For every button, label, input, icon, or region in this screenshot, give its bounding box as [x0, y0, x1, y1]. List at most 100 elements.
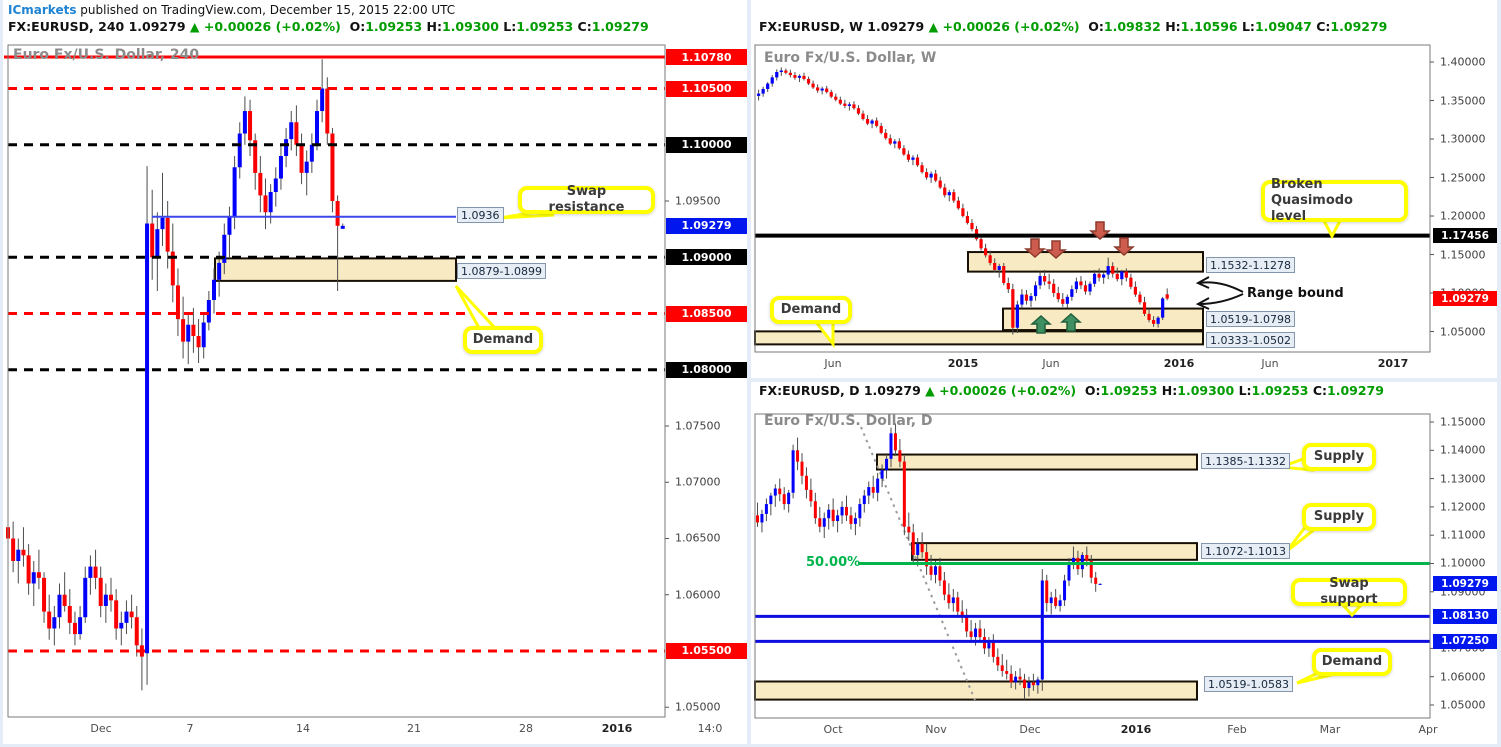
time-axis-label[interactable]: Feb — [1227, 723, 1247, 736]
candle-body — [1098, 583, 1102, 585]
callout-supply[interactable]: Supply — [1302, 443, 1376, 471]
candle-body — [818, 518, 822, 527]
time-axis-label[interactable]: 2017 — [1377, 357, 1409, 370]
price-badge-1.08500[interactable]: 1.08500 — [666, 305, 747, 322]
price-tick: 1.12000 — [1440, 500, 1486, 514]
time-axis-label[interactable]: 2015 — [947, 357, 979, 370]
time-axis-label[interactable]: 2016 — [1120, 723, 1152, 736]
callout-swap-resistance[interactable]: Swap resistance — [518, 184, 655, 215]
header-high-key: H: — [1165, 19, 1181, 34]
callout-demand[interactable]: Demand — [463, 326, 543, 354]
publisher-name[interactable]: ICmarkets — [8, 3, 77, 17]
sell-arrow-icon[interactable] — [1089, 221, 1111, 241]
candle-body — [1036, 679, 1040, 686]
time-axis-label[interactable]: Jun — [1042, 357, 1060, 370]
weekly-supply-zone[interactable] — [967, 251, 1204, 273]
candle-body — [806, 78, 811, 84]
time-axis-label[interactable]: 14:0 — [697, 722, 723, 735]
time-axis-label[interactable]: Jun — [1261, 357, 1279, 370]
price-badge-1.09279[interactable]: 1.09279 — [1433, 576, 1497, 592]
candle-body — [289, 122, 294, 140]
time-axis-label[interactable]: Dec — [90, 722, 112, 735]
buy-arrow-icon[interactable] — [1030, 314, 1052, 334]
daily-demand-zone[interactable] — [754, 680, 1198, 701]
zone-price-label[interactable]: 1.1072-1.1013 — [1201, 543, 1290, 559]
price-badge-1.09000[interactable]: 1.09000 — [666, 249, 747, 266]
price-badge-1.10500[interactable]: 1.10500 — [666, 80, 747, 97]
callout-swap-support[interactable]: Swap support — [1291, 576, 1407, 607]
sell-arrow-icon[interactable] — [1045, 240, 1067, 260]
candle-body — [853, 518, 857, 524]
price-badge-1.08130[interactable]: 1.08130 — [1433, 608, 1497, 624]
zone-price-label[interactable]: 1.1532-1.1278 — [1206, 257, 1295, 273]
time-axis-label[interactable]: Jun — [824, 357, 842, 370]
header-open-key: O: — [1084, 383, 1101, 398]
candle-body — [979, 239, 983, 249]
time-axis-label[interactable]: Mar — [1319, 723, 1341, 736]
buy-arrow-icon[interactable] — [1060, 312, 1082, 332]
candle-body — [925, 552, 929, 567]
price-badge-1.17456[interactable]: 1.17456 — [1433, 228, 1497, 244]
candle-body — [993, 262, 997, 270]
price-badge-1.09279[interactable]: 1.09279 — [666, 217, 747, 234]
header-change: ▲ +0.00026 (+0.02%) — [925, 383, 1077, 398]
candle-body — [1165, 294, 1169, 299]
price-badge-1.08000[interactable]: 1.08000 — [666, 361, 747, 378]
header-close-key: C: — [1312, 383, 1328, 398]
candle-body — [232, 167, 237, 217]
weekly-demand-zone[interactable] — [1002, 307, 1204, 332]
callout-demand[interactable]: Demand — [1312, 648, 1392, 676]
sell-arrow-icon[interactable] — [1024, 238, 1046, 259]
time-axis-label[interactable]: 21 — [407, 722, 421, 735]
header-close-key: C: — [1316, 19, 1331, 34]
price-badge-1.07250[interactable]: 1.07250 — [1433, 633, 1497, 649]
candle-body — [938, 566, 942, 581]
candle-body — [1006, 283, 1010, 290]
candle-body — [1111, 266, 1115, 274]
daily-supply-zone-1[interactable] — [876, 453, 1198, 471]
zone-price-label[interactable]: 1.0936 — [457, 207, 504, 223]
sp — [1387, 19, 1391, 34]
symbol-header-daily: FX:EURUSD, D 1.09279 ▲ +0.00026 (+0.02%)… — [759, 383, 1388, 398]
weekly-lower-demand-zone[interactable] — [754, 330, 1204, 346]
candle-body — [222, 234, 227, 263]
candle-body — [1102, 274, 1106, 278]
callout-broken-quasimodo-level[interactable]: Broken Quasimodo level — [1261, 177, 1408, 224]
candle-body — [155, 229, 160, 258]
chart-watermark-w: Euro Fx/U.S. Dollar, W — [764, 50, 937, 66]
zone-price-label[interactable]: 1.1385-1.1332 — [1201, 453, 1290, 469]
daily-supply-zone-2[interactable] — [911, 542, 1198, 561]
price-badge-1.10000[interactable]: 1.10000 — [666, 136, 747, 153]
time-axis-label[interactable]: Apr — [1418, 723, 1438, 736]
header-close-value: 1.09279 — [1330, 19, 1388, 34]
time-axis-label[interactable]: 28 — [519, 722, 533, 735]
candle-body — [1047, 281, 1051, 284]
candle-body — [934, 173, 938, 181]
zone-price-label[interactable]: 1.0333-1.0502 — [1206, 332, 1295, 348]
price-badge-1.09279[interactable]: 1.09279 — [1433, 291, 1497, 307]
header-last-price: 1.09279 — [863, 383, 921, 398]
demand-zone-240[interactable] — [214, 257, 457, 282]
candle-body — [1011, 289, 1015, 328]
time-axis-label[interactable]: Oct — [823, 723, 843, 736]
callout-demand[interactable]: Demand — [770, 296, 852, 324]
sell-arrow-icon[interactable] — [1113, 237, 1135, 257]
price-badge-1.05500[interactable]: 1.05500 — [666, 642, 747, 659]
candle-body — [893, 141, 897, 144]
zone-price-label[interactable]: 1.0879-1.0899 — [457, 263, 546, 279]
candle-body — [1156, 317, 1160, 324]
time-axis-label[interactable]: 2016 — [1163, 357, 1195, 370]
price-badge-1.10780[interactable]: 1.10780 — [666, 49, 747, 66]
callout-supply[interactable]: Supply — [1302, 503, 1376, 531]
candle-body — [1045, 580, 1049, 604]
zone-price-label[interactable]: 1.0519-1.0583 — [1204, 676, 1293, 692]
zone-price-label[interactable]: 1.0519-1.0798 — [1206, 311, 1295, 327]
time-axis-label[interactable]: Nov — [925, 723, 947, 736]
range-bound-label: Range bound — [1247, 286, 1344, 301]
time-axis-label[interactable]: 2016 — [601, 722, 633, 735]
candle-body — [191, 324, 196, 337]
time-axis-label[interactable]: 14 — [296, 722, 310, 735]
time-axis-label[interactable]: Dec — [1019, 723, 1041, 736]
candle-body — [1074, 281, 1078, 290]
time-axis-label[interactable]: 7 — [186, 722, 194, 735]
